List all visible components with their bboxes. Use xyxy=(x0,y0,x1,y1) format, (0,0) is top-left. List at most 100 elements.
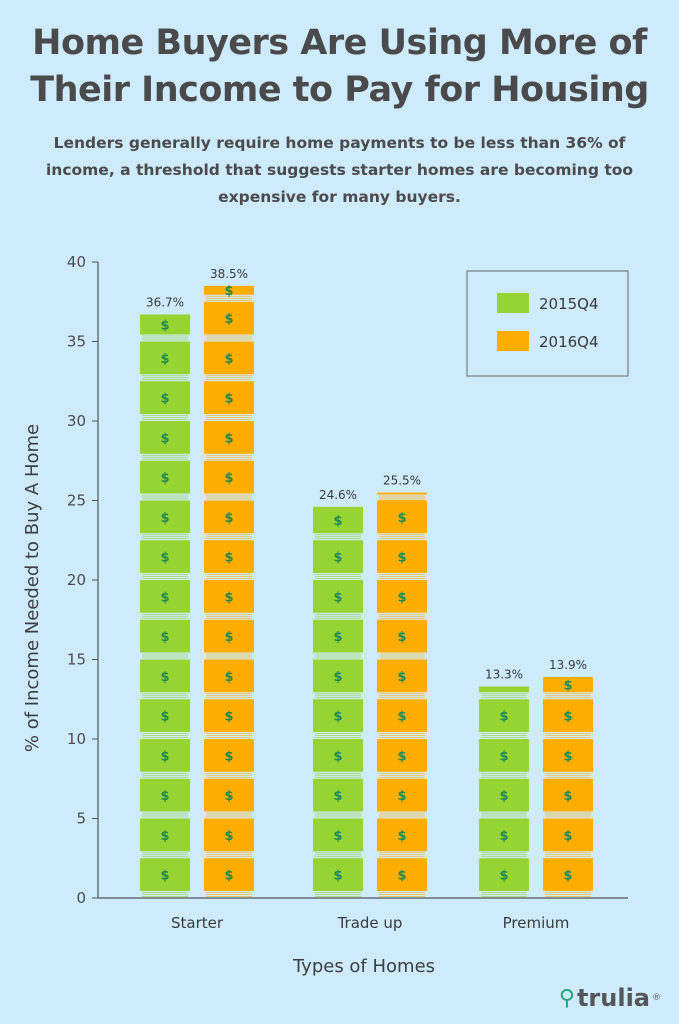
map-pin-icon: ⚲ xyxy=(558,985,575,1011)
bar-bill-2015Q4 xyxy=(313,540,363,573)
bar-bill-2015Q4 xyxy=(140,818,190,852)
dollar-icon: $ xyxy=(224,869,233,884)
dollar-icon: $ xyxy=(224,551,233,566)
bar-bill-2015Q4 xyxy=(313,778,363,812)
dollar-icon: $ xyxy=(224,670,233,685)
bar-bill-2015Q4 xyxy=(140,500,190,534)
bar-bill-2016Q4 xyxy=(204,739,254,772)
dollar-icon: $ xyxy=(224,392,233,407)
y-tick-label: 30 xyxy=(67,412,86,430)
bar-bill-2016Q4 xyxy=(377,492,427,495)
bar-bill-2016Q4 xyxy=(543,858,593,891)
y-tick-label: 35 xyxy=(67,333,86,351)
dollar-icon: $ xyxy=(397,789,406,804)
dollar-icon: $ xyxy=(160,471,169,486)
dollar-icon: $ xyxy=(160,318,169,333)
dollar-icon: $ xyxy=(160,749,169,764)
dollar-icon: $ xyxy=(397,630,406,645)
bar-bill-2015Q4 xyxy=(313,580,363,613)
dollar-icon: $ xyxy=(333,514,342,529)
dollar-icon: $ xyxy=(397,670,406,685)
bar-bill-2016Q4 xyxy=(377,619,427,653)
dollar-icon: $ xyxy=(397,511,406,526)
dollar-icon: $ xyxy=(224,284,233,299)
dollar-icon: $ xyxy=(224,710,233,725)
legend-label: 2016Q4 xyxy=(539,333,599,351)
bar-bill-2015Q4 xyxy=(313,858,363,891)
bar-bill-2016Q4 xyxy=(204,540,254,573)
legend-box xyxy=(466,270,629,377)
bar-bill-2016Q4 xyxy=(543,676,593,693)
bar-bill-2015Q4 xyxy=(140,619,190,653)
dollar-icon: $ xyxy=(224,630,233,645)
dollar-icon: $ xyxy=(160,869,169,884)
bar-bill-2015Q4 xyxy=(140,858,190,891)
bar-bill-2016Q4 xyxy=(204,285,254,295)
bar-bill-2016Q4 xyxy=(204,500,254,534)
dollar-icon: $ xyxy=(160,710,169,725)
bar-bill-2015Q4 xyxy=(479,858,529,891)
dollar-icon: $ xyxy=(499,749,508,764)
bar-bill-2016Q4 xyxy=(204,858,254,891)
dollar-icon: $ xyxy=(563,829,572,844)
dollar-icon: $ xyxy=(397,829,406,844)
data-label: 38.5% xyxy=(210,267,248,281)
bar-bill-2015Q4 xyxy=(313,818,363,852)
bar-bill-2016Q4 xyxy=(543,818,593,852)
bar-bill-2015Q4 xyxy=(140,460,190,494)
dollar-icon: $ xyxy=(397,551,406,566)
dollar-icon: $ xyxy=(333,789,342,804)
data-label: 36.7% xyxy=(146,295,184,309)
bar-bill-2015Q4 xyxy=(479,818,529,852)
legend-label: 2015Q4 xyxy=(539,295,599,313)
y-tick-label: 5 xyxy=(76,810,86,828)
legend-swatch xyxy=(497,293,529,313)
y-tick-label: 40 xyxy=(67,253,86,271)
legend-swatch xyxy=(497,331,529,351)
dollar-icon: $ xyxy=(224,749,233,764)
bar-bill-2015Q4 xyxy=(140,580,190,613)
chart-title: Home Buyers Are Using More of Their Inco… xyxy=(0,20,679,114)
dollar-icon: $ xyxy=(499,869,508,884)
dollar-icon: $ xyxy=(160,670,169,685)
bar-bill-2015Q4 xyxy=(140,421,190,454)
dollar-icon: $ xyxy=(499,710,508,725)
dollar-icon: $ xyxy=(160,829,169,844)
y-tick-label: 0 xyxy=(76,889,86,907)
dollar-icon: $ xyxy=(160,511,169,526)
dollar-icon: $ xyxy=(224,471,233,486)
bar-bill-2016Q4 xyxy=(377,540,427,573)
dollar-icon: $ xyxy=(563,679,572,694)
bar-bill-2016Q4 xyxy=(204,421,254,454)
dollar-icon: $ xyxy=(563,789,572,804)
dollar-icon: $ xyxy=(160,630,169,645)
bar-bill-2015Q4 xyxy=(313,659,363,693)
x-category-label: Premium xyxy=(503,914,570,932)
bar-bill-2015Q4 xyxy=(313,506,363,534)
bar-bill-2015Q4 xyxy=(140,699,190,732)
dollar-icon: $ xyxy=(333,710,342,725)
bar-bill-2016Q4 xyxy=(377,778,427,812)
registered-mark: ® xyxy=(652,993,661,1003)
bar-bill-2016Q4 xyxy=(204,460,254,494)
dollar-icon: $ xyxy=(224,789,233,804)
dollar-icon: $ xyxy=(224,590,233,605)
y-tick-label: 15 xyxy=(67,651,86,669)
bar-bill-2016Q4 xyxy=(204,381,254,414)
dollar-icon: $ xyxy=(160,551,169,566)
chart-subtitle: Lenders generally require home payments … xyxy=(40,130,639,211)
bar-bill-2016Q4 xyxy=(204,699,254,732)
bar-bill-2015Q4 xyxy=(140,778,190,812)
x-category-label: Trade up xyxy=(337,914,403,932)
title-line-1: Home Buyers Are Using More of xyxy=(32,23,647,63)
bar-bill-2015Q4 xyxy=(140,739,190,772)
dollar-icon: $ xyxy=(563,869,572,884)
dollar-icon: $ xyxy=(333,749,342,764)
x-category-label: Starter xyxy=(171,914,224,932)
bar-bill-2015Q4 xyxy=(140,341,190,375)
bar-bill-2016Q4 xyxy=(377,818,427,852)
bar-bill-2016Q4 xyxy=(543,739,593,772)
trulia-logo: ⚲ trulia ® xyxy=(559,984,661,1012)
y-axis-title: % of Income Needed to Buy A Home xyxy=(22,424,43,752)
dollar-icon: $ xyxy=(397,590,406,605)
